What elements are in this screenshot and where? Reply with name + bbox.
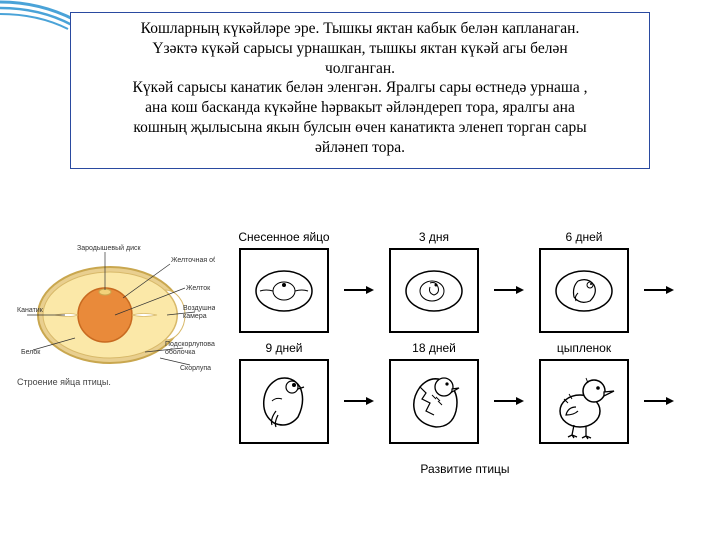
stage-box xyxy=(389,359,479,444)
stage: Снесенное яйцо xyxy=(225,230,343,333)
label-air: Воздушнаякамера xyxy=(183,305,215,320)
stage-box xyxy=(539,359,629,444)
stage-label: 3 дня xyxy=(375,230,493,246)
stage-label: цыпленок xyxy=(525,341,643,357)
label-albumen: Белок xyxy=(21,349,41,356)
stage-label: 6 дней xyxy=(525,230,643,246)
stage-box xyxy=(539,248,629,333)
label-yolk-membrane: Желточная оболочка xyxy=(171,256,215,264)
dev-row-1: Снесенное яйцо 3 дня xyxy=(225,230,705,333)
text-line: ана кош басканда күкәйне һәрвакыт әйләнд… xyxy=(145,99,575,116)
label-yolk: Желток xyxy=(186,285,211,292)
stage-box xyxy=(239,248,329,333)
stage-box xyxy=(389,248,479,333)
arrow-icon xyxy=(643,267,675,297)
label-chalaza: Канатик xyxy=(17,307,44,314)
arrow-icon xyxy=(343,267,375,297)
arrow-icon xyxy=(643,378,675,408)
corner-decoration xyxy=(0,0,80,40)
arrow-icon xyxy=(343,378,375,408)
stage-label: Снесенное яйцо xyxy=(225,230,343,246)
bird-development-diagram: Снесенное яйцо 3 дня xyxy=(225,230,705,476)
arrow-icon xyxy=(493,378,525,408)
stage: 6 дней xyxy=(525,230,643,333)
egg-structure-caption: Строение яйца птицы. xyxy=(17,377,215,387)
label-disk: Зародышевый диск xyxy=(77,244,141,252)
text-line: Кошларның күкәйләре эре. Тышкы яктан каб… xyxy=(141,20,580,37)
label-shell-membrane: Подскорлуповаяоболочка xyxy=(165,341,215,356)
development-caption: Развитие птицы xyxy=(225,462,705,476)
text-line: Күкәй сарысы канатик белән эленгән. Ярал… xyxy=(132,79,587,96)
text-line: әйләнеп тора. xyxy=(315,139,405,156)
stage: 3 дня xyxy=(375,230,493,333)
arrow-icon xyxy=(493,267,525,297)
stage-label: 9 дней xyxy=(225,341,343,357)
stage: цыпленок xyxy=(525,341,643,444)
text-line: чолганган. xyxy=(325,60,395,77)
egg-structure-diagram: Зародышевый диск Желточная оболочка Желт… xyxy=(15,240,215,387)
dev-row-2: 9 дней 18 дней xyxy=(225,341,705,444)
stage-box xyxy=(239,359,329,444)
text-line: кошның җылысына якын булсын өчен канатик… xyxy=(133,119,586,136)
text-line: Үзәктә күкәй сарысы урнашкан, тышкы якта… xyxy=(152,40,567,57)
stage: 18 дней xyxy=(375,341,493,444)
stage: 9 дней xyxy=(225,341,343,444)
description-text-box: Кошларның күкәйләре эре. Тышкы яктан каб… xyxy=(70,12,650,169)
label-shell: Скорлупа xyxy=(180,365,211,372)
stage-label: 18 дней xyxy=(375,341,493,357)
